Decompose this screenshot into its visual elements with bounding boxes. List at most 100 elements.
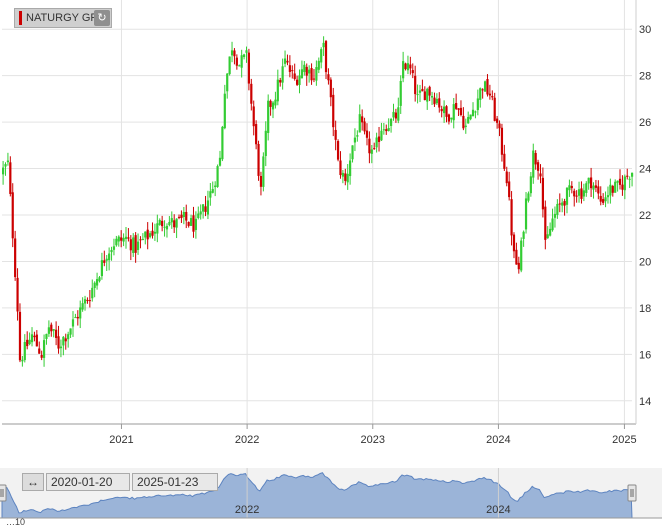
candle-down	[16, 277, 19, 312]
series-legend[interactable]: NATURGY GR ↻	[14, 8, 112, 28]
candle-down	[88, 300, 91, 302]
candle-down	[498, 123, 501, 129]
candle-up	[93, 282, 96, 288]
candle-up	[483, 81, 487, 92]
candle-down	[428, 86, 431, 96]
candle-down	[161, 220, 164, 227]
candle-down	[481, 89, 484, 91]
candle-down	[505, 171, 508, 184]
candle-down	[291, 70, 294, 72]
candle-up	[392, 111, 395, 118]
candle-down	[50, 324, 53, 332]
candle-up	[223, 93, 226, 129]
candle-up	[479, 88, 482, 100]
candle-up	[561, 202, 564, 206]
range-to-input[interactable]	[132, 473, 218, 491]
candle-up	[105, 258, 108, 261]
navigator-tick-label: 2022	[235, 504, 259, 516]
candle-down	[312, 78, 316, 80]
candle-up	[630, 172, 634, 177]
candle-up	[42, 340, 46, 358]
candle-up	[474, 111, 477, 113]
candle-down	[127, 237, 130, 239]
candle-down	[257, 144, 260, 176]
y-tick-label: 14	[639, 396, 651, 408]
candle-up	[124, 236, 128, 239]
candle-up	[59, 346, 63, 349]
candle-down	[134, 235, 137, 253]
candle-up	[264, 130, 267, 157]
candle-down	[35, 334, 38, 347]
candle-down	[580, 188, 583, 199]
candle-up	[298, 75, 301, 86]
candle-down	[33, 335, 36, 338]
candle-up	[380, 130, 383, 141]
candle-down	[510, 199, 513, 236]
refresh-icon[interactable]: ↻	[94, 10, 110, 26]
candle-down	[558, 203, 561, 205]
candle-up	[450, 117, 453, 120]
candle-up	[52, 329, 55, 331]
candle-up	[211, 189, 214, 193]
candle-up	[132, 237, 135, 254]
legend-label: NATURGY GR	[26, 12, 98, 24]
candle-down	[536, 162, 540, 171]
navigator-series	[1, 472, 633, 519]
candle-up	[153, 231, 157, 234]
candle-up	[426, 88, 429, 102]
candle-up	[214, 185, 217, 188]
candle-up	[592, 185, 595, 190]
candle-down	[310, 68, 313, 81]
candle-up	[556, 203, 559, 215]
candle-down	[269, 100, 272, 107]
candle-up	[303, 64, 306, 73]
candle-down	[286, 60, 289, 63]
candle-up	[397, 107, 400, 121]
candle-up	[45, 333, 48, 339]
range-from-input[interactable]	[46, 473, 130, 491]
candle-down	[563, 201, 566, 206]
candle-up	[79, 307, 82, 319]
double-arrow-icon[interactable]: ↔	[22, 473, 44, 491]
candle-down	[411, 70, 414, 74]
candle-down	[103, 260, 106, 263]
candle-up	[565, 187, 569, 205]
candle-down	[486, 79, 489, 95]
candle-down	[377, 136, 381, 142]
candle-up	[209, 191, 212, 198]
candle-down	[151, 230, 154, 236]
y-tick-label: 28	[639, 71, 651, 83]
candle-up	[346, 173, 349, 183]
legend-swatch	[19, 11, 22, 25]
candle-down	[602, 199, 605, 203]
candle-up	[199, 211, 202, 215]
candle-down	[459, 107, 463, 116]
candle-up	[452, 104, 455, 121]
candle-down	[146, 229, 149, 240]
candle-up	[67, 334, 70, 340]
candle-up	[194, 218, 197, 230]
candle-up	[520, 240, 523, 271]
candle-up	[149, 233, 152, 238]
candle-up	[62, 336, 65, 346]
candle-up	[577, 189, 581, 196]
candle-up	[189, 218, 193, 226]
x-tick-label: 2025	[612, 434, 636, 446]
candle-up	[91, 287, 94, 299]
candle-up	[416, 94, 419, 96]
candle-up	[527, 193, 530, 201]
candle-up	[349, 160, 352, 177]
candle-up	[226, 73, 229, 92]
candle-up	[308, 69, 311, 74]
candle-up	[115, 238, 118, 246]
candle-up	[21, 359, 24, 362]
navigator-handle-right[interactable]	[627, 484, 637, 502]
candle-up	[387, 127, 390, 131]
candle-down	[180, 214, 183, 219]
y-tick-label: 24	[639, 164, 651, 176]
candle-down	[361, 116, 364, 123]
candle-up	[170, 218, 173, 223]
candle-down	[293, 73, 296, 79]
candle-up	[283, 58, 287, 64]
candle-up	[382, 129, 385, 131]
